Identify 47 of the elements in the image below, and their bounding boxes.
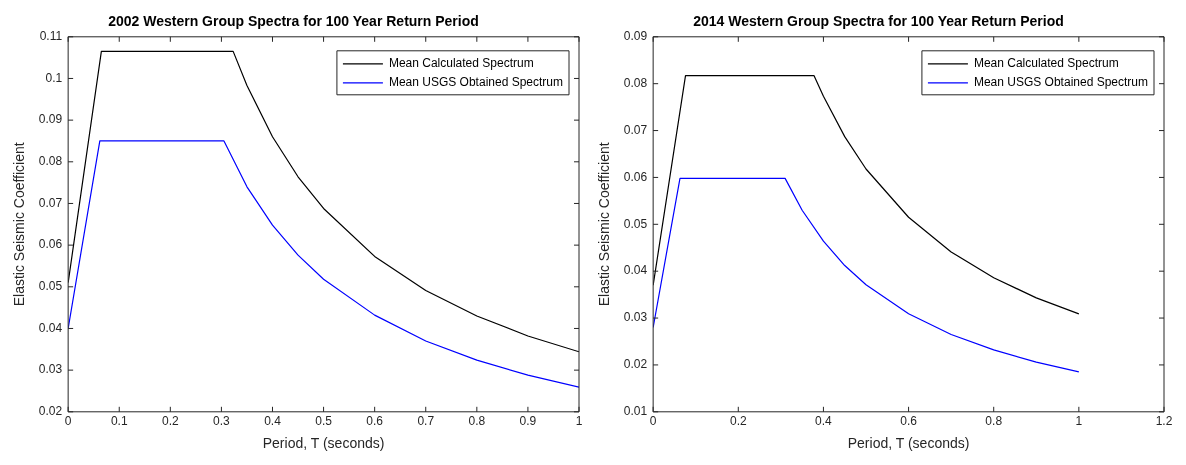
x-tick-label: 0 [649, 414, 657, 429]
x-tick-label: 0.8 [468, 414, 486, 429]
legend-label: Mean Calculated Spectrum [388, 56, 534, 71]
x-tick-label: 1.2 [1155, 414, 1173, 429]
y-tick-label: 0.04 [38, 320, 63, 335]
y-tick-label: 0.04 [623, 263, 648, 278]
y-tick-label: 0.06 [623, 169, 648, 184]
y-tick-label: 0.07 [38, 195, 63, 210]
x-axis-title: Period, T (seconds) [847, 435, 970, 452]
y-tick-label: 0.08 [38, 154, 63, 169]
x-tick-label: 0.1 [110, 414, 128, 429]
x-tick-label: 0.2 [729, 414, 747, 429]
y-tick-label: 0.07 [623, 122, 648, 137]
x-tick-label: 0.3 [213, 414, 231, 429]
x-tick-label: 0.7 [417, 414, 435, 429]
y-axis-title: Elastic Seismic Coefficient [596, 142, 613, 307]
y-tick-label: 0.05 [38, 279, 63, 294]
y-tick-label: 0.03 [38, 362, 63, 377]
x-tick-label: 0.2 [161, 414, 179, 429]
y-tick-label: 0.03 [623, 310, 648, 325]
legend-label: Mean USGS Obtained Spectrum [388, 75, 564, 90]
x-tick-label: 0 [64, 414, 72, 429]
y-tick-label: 0.11 [39, 29, 63, 44]
x-tick-label: 0.5 [315, 414, 333, 429]
y-tick-label: 0.09 [38, 112, 63, 127]
y-tick-label: 0.02 [623, 357, 648, 372]
x-tick-label: 0.6 [900, 414, 918, 429]
legend-label: Mean Calculated Spectrum [973, 56, 1119, 71]
chart-title: 2002 Western Group Spectra for 100 Year Return Period [108, 13, 479, 30]
x-axis-title: Period, T (seconds) [262, 435, 385, 452]
x-tick-label: 0.9 [519, 414, 537, 429]
x-tick-label: 0.4 [264, 414, 282, 429]
y-axis-title: Elastic Seismic Coefficient [11, 142, 28, 307]
chart-title: 2014 Western Group Spectra for 100 Year Return Period [693, 13, 1064, 30]
x-tick-label: 1 [575, 414, 583, 429]
legend-label: Mean USGS Obtained Spectrum [973, 75, 1149, 90]
y-tick-label: 0.01 [623, 404, 648, 419]
x-tick-label: 0.8 [985, 414, 1003, 429]
x-tick-label: 1 [1075, 414, 1083, 429]
y-tick-label: 0.02 [38, 404, 63, 419]
y-tick-label: 0.06 [38, 237, 63, 252]
x-tick-label: 0.4 [815, 414, 833, 429]
y-tick-label: 0.05 [623, 216, 648, 231]
x-tick-label: 0.6 [366, 414, 384, 429]
y-tick-label: 0.1 [45, 70, 63, 85]
y-tick-label: 0.08 [623, 75, 648, 90]
y-tick-label: 0.09 [623, 29, 648, 44]
